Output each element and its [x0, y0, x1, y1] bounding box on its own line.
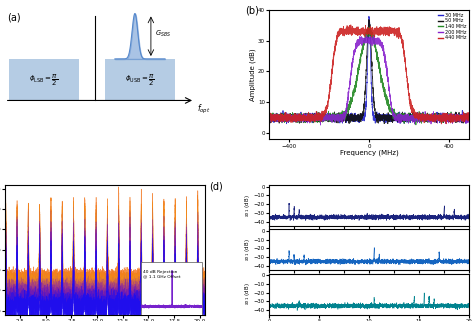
- 30 MHz: [301, 115, 307, 119]
- Y-axis label: $s_{21}$ (dB): $s_{21}$ (dB): [243, 238, 252, 261]
- 200 MHz: [266, 114, 272, 118]
- Text: (d): (d): [209, 182, 223, 192]
- 30 MHz: [466, 116, 472, 120]
- 30 MHz: [463, 115, 468, 118]
- 200 MHz: [372, 33, 377, 37]
- Bar: [105, 59, 175, 100]
- 30 MHz: [266, 115, 272, 119]
- 440 MHz: [441, 115, 447, 118]
- 200 MHz: [441, 114, 447, 118]
- 50 MHz: [463, 116, 468, 120]
- Legend: 30 MHz, 50 MHz, 140 MHz, 200 MHz, 440 MHz: 30 MHz, 50 MHz, 140 MHz, 200 MHz, 440 MH…: [437, 12, 467, 41]
- Bar: [9, 59, 79, 100]
- Bar: [141, 262, 202, 317]
- Text: (b): (b): [245, 6, 259, 16]
- 50 MHz: [466, 118, 472, 122]
- Text: $G_{SBS}$: $G_{SBS}$: [155, 29, 171, 39]
- 440 MHz: [352, 29, 357, 33]
- 30 MHz: [343, 120, 349, 124]
- 140 MHz: [289, 116, 295, 120]
- 440 MHz: [438, 122, 444, 126]
- 440 MHz: [466, 116, 472, 120]
- 140 MHz: [466, 114, 472, 118]
- 140 MHz: [301, 117, 307, 120]
- 30 MHz: [289, 117, 295, 121]
- 440 MHz: [343, 28, 349, 32]
- Text: 40 dB Rejection
@ 1.1 GHz Offset: 40 dB Rejection @ 1.1 GHz Offset: [143, 270, 181, 279]
- 50 MHz: [366, 18, 372, 22]
- Y-axis label: Amplitude (dB): Amplitude (dB): [250, 48, 256, 101]
- 140 MHz: [413, 123, 419, 127]
- 50 MHz: [352, 112, 357, 116]
- 50 MHz: [301, 115, 307, 119]
- 30 MHz: [352, 116, 357, 120]
- Line: 30 MHz: 30 MHz: [269, 16, 469, 124]
- Line: 440 MHz: 440 MHz: [269, 25, 469, 124]
- Text: $f_{opt}$: $f_{opt}$: [197, 103, 210, 116]
- 140 MHz: [367, 25, 373, 29]
- 440 MHz: [301, 116, 307, 120]
- 140 MHz: [343, 109, 349, 113]
- Text: $\phi_\mathrm{USB}=\dfrac{\pi}{2}$: $\phi_\mathrm{USB}=\dfrac{\pi}{2}$: [125, 73, 155, 88]
- 140 MHz: [352, 89, 357, 93]
- 440 MHz: [463, 117, 468, 121]
- 50 MHz: [289, 118, 295, 122]
- Line: 200 MHz: 200 MHz: [269, 35, 469, 125]
- 140 MHz: [266, 118, 272, 122]
- 30 MHz: [283, 122, 289, 126]
- 140 MHz: [463, 116, 468, 120]
- 200 MHz: [352, 49, 357, 53]
- 50 MHz: [343, 116, 349, 120]
- 200 MHz: [466, 117, 472, 121]
- 50 MHz: [441, 116, 447, 120]
- Y-axis label: $s_{21}$ (dB): $s_{21}$ (dB): [243, 194, 252, 217]
- 200 MHz: [318, 123, 323, 127]
- Text: $\phi_\mathrm{LSB}=\dfrac{\pi}{2}$: $\phi_\mathrm{LSB}=\dfrac{\pi}{2}$: [29, 73, 58, 88]
- Text: (a): (a): [7, 12, 20, 22]
- 440 MHz: [266, 114, 272, 117]
- 200 MHz: [463, 114, 468, 118]
- X-axis label: Frequency (MHz): Frequency (MHz): [340, 150, 399, 156]
- 200 MHz: [289, 113, 295, 117]
- 50 MHz: [266, 119, 272, 123]
- 50 MHz: [385, 122, 391, 126]
- 30 MHz: [441, 113, 447, 117]
- Line: 140 MHz: 140 MHz: [269, 27, 469, 125]
- Line: 50 MHz: 50 MHz: [269, 20, 469, 124]
- 140 MHz: [441, 113, 447, 117]
- 440 MHz: [289, 117, 295, 121]
- 200 MHz: [343, 111, 349, 115]
- Y-axis label: $s_{21}$ (dB): $s_{21}$ (dB): [243, 283, 252, 305]
- 30 MHz: [366, 14, 372, 18]
- 200 MHz: [301, 114, 307, 118]
- 440 MHz: [348, 23, 354, 27]
